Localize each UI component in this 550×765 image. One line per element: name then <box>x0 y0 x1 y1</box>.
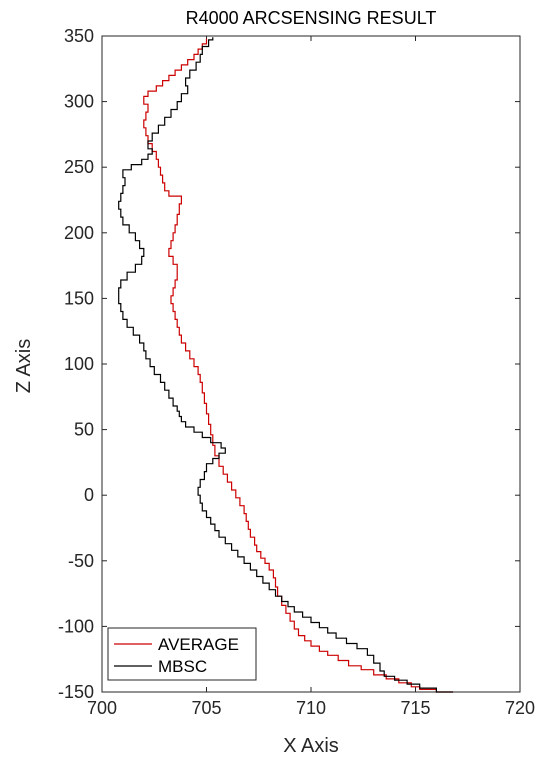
y-axis-title: Z Axis <box>13 339 35 393</box>
x-axis-title: X Axis <box>283 735 339 757</box>
series-line-mbsc <box>118 37 454 693</box>
legend-label: AVERAGE <box>158 635 239 654</box>
x-tick-label: 700 <box>87 698 117 718</box>
y-tick-label: 250 <box>64 157 94 177</box>
x-tick-label: 710 <box>296 698 326 718</box>
y-tick-label: 350 <box>64 26 94 46</box>
legend-box <box>107 627 257 681</box>
y-tick-label: -100 <box>58 616 94 636</box>
x-tick-label: 715 <box>400 698 430 718</box>
series-line-average <box>143 38 454 693</box>
y-tick-label: 50 <box>74 420 94 440</box>
y-tick-label: 150 <box>64 288 94 308</box>
x-tick-label: 705 <box>191 698 221 718</box>
y-tick-label: -50 <box>68 551 94 571</box>
chart-title: R4000 ARCSENSING RESULT <box>186 8 437 28</box>
x-tick-label: 720 <box>505 698 535 718</box>
y-tick-label: 100 <box>64 354 94 374</box>
y-tick-label: -150 <box>58 682 94 702</box>
y-tick-label: 300 <box>64 92 94 112</box>
plot-frame <box>101 35 521 693</box>
y-tick-label: 200 <box>64 223 94 243</box>
legend-label: MBSC <box>158 657 207 676</box>
y-tick-label: 0 <box>84 485 94 505</box>
plot-layer: 700 705 710 715 720 -150 -100 -50 0 50 100 150 200 25… <box>58 26 535 718</box>
